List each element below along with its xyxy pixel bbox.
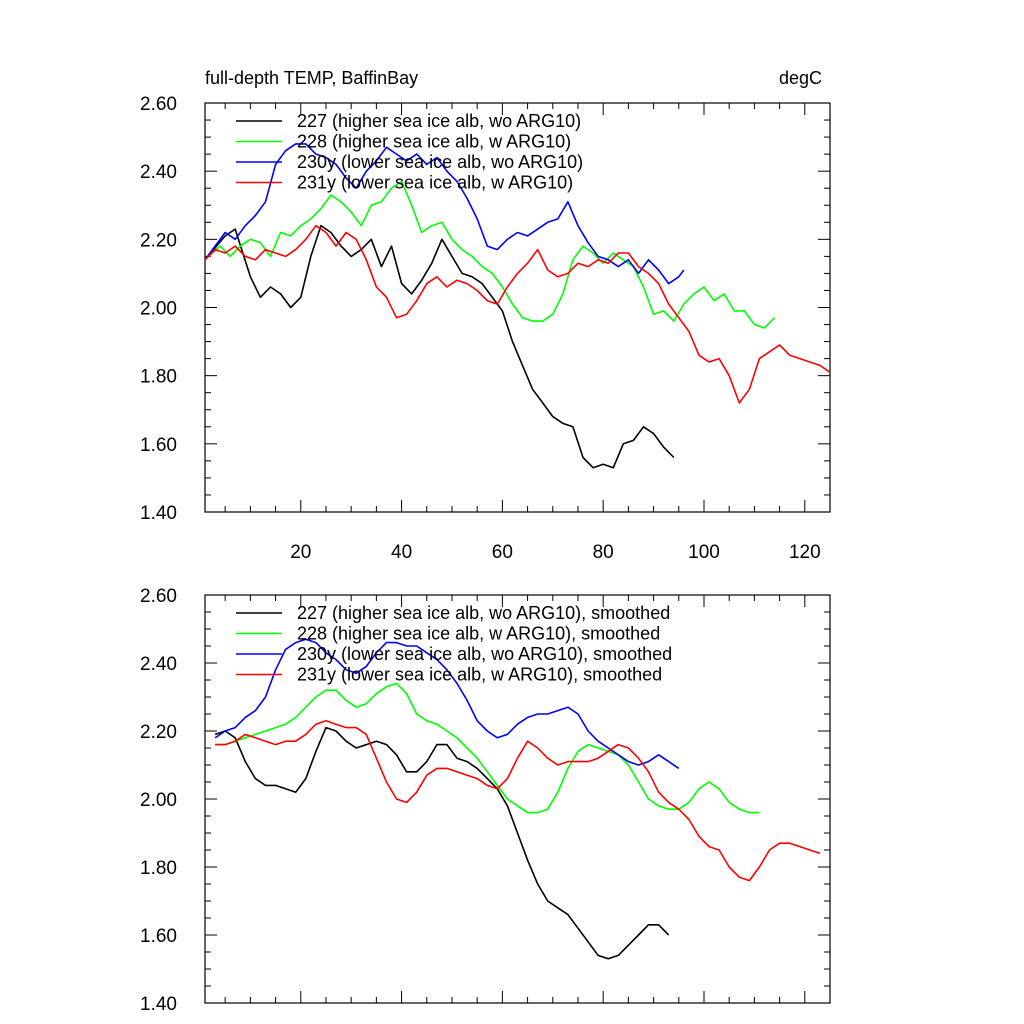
- bottom-series-line-1: [214, 726, 670, 960]
- top-y-tick-label: 2.00: [140, 299, 177, 320]
- bottom-legend-label: 227 (higher sea ice alb, wo ARG10), smoo…: [297, 603, 670, 623]
- bottom-series-line-4: [215, 719, 821, 882]
- bottom-y-tick-label: 2.40: [140, 654, 177, 675]
- bottom-series-line-2: [215, 682, 760, 814]
- bottom-legend-label: 230y (lower sea ice alb, wo ARG10), smoo…: [297, 644, 672, 664]
- bottom-y-tick-label: 2.20: [140, 722, 177, 743]
- top-series-line-4: [204, 224, 831, 404]
- top-series-line-3: [204, 143, 685, 285]
- top-y-tick-label: 1.40: [140, 503, 177, 524]
- top-x-tick-label: 60: [492, 542, 513, 563]
- top-legend-label: 228 (higher sea ice alb, w ARG10): [297, 132, 571, 152]
- top-legend-label: 231y (lower sea ice alb, w ARG10): [297, 173, 573, 193]
- bottom-legend-label: 228 (higher sea ice alb, w ARG10), smoot…: [297, 624, 660, 644]
- top-series-line-2: [204, 180, 776, 329]
- top-y-tick-label: 1.60: [140, 435, 177, 456]
- bottom-series-line-3: [214, 638, 680, 770]
- top-y-tick-label: 2.60: [140, 94, 177, 115]
- bottom-y-tick-label: 2.00: [140, 790, 177, 811]
- top-x-tick-label: 80: [593, 542, 614, 563]
- bottom-y-tick-label: 1.40: [140, 994, 177, 1015]
- top-y-tick-label: 1.80: [140, 367, 177, 388]
- bottom-legend-label: 231y (lower sea ice alb, w ARG10), smoot…: [297, 665, 662, 685]
- top-x-tick-label: 100: [688, 542, 720, 563]
- bottom-y-tick-label: 1.60: [140, 926, 177, 947]
- top-panel: 1.40 1.60 1.80 2.00 2.20 2.40 2.60 20 40 60 80 100 1…: [140, 94, 831, 563]
- top-series-line-1: [204, 224, 675, 469]
- bottom-panel: 1.40 1.60 1.80 2.00 2.20 2.40 2.60 227 (higher …: [140, 586, 831, 1015]
- top-legend-label: 230y (lower sea ice alb, wo ARG10): [297, 152, 583, 172]
- top-x-tick-label: 20: [290, 542, 311, 563]
- top-y-tick-label: 2.40: [140, 162, 177, 183]
- bottom-y-tick-label: 1.80: [140, 858, 177, 879]
- top-legend-label: 227 (higher sea ice alb, wo ARG10): [297, 111, 581, 131]
- top-y-tick-label: 2.20: [140, 230, 177, 251]
- units-label: degC: [779, 68, 822, 88]
- bottom-y-tick-label: 2.60: [140, 586, 177, 607]
- top-x-tick-label: 40: [391, 542, 412, 563]
- chart-title: full-depth TEMP, BaffinBay: [205, 68, 418, 88]
- top-x-tick-label: 120: [789, 542, 821, 563]
